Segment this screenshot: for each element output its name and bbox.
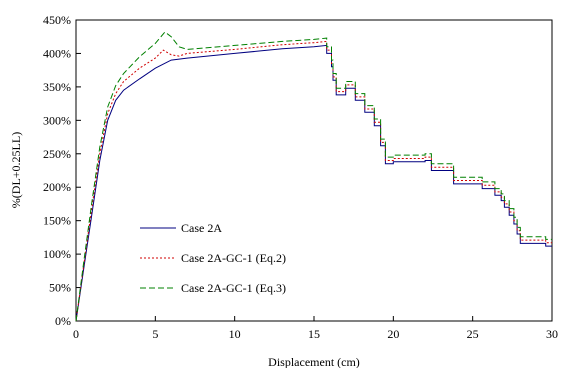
series-line-2: [75, 40, 552, 322]
legend-label-3: Case 2A-GC-1 (Eq.3): [181, 281, 286, 295]
y-tick-label: 450%: [43, 13, 71, 27]
y-tick-label: 400%: [43, 46, 71, 60]
series-line-3: [75, 31, 552, 322]
y-tick-label: 300%: [43, 113, 71, 127]
x-tick-label: 10: [229, 327, 241, 341]
x-axis-label: Displacement (cm): [268, 355, 360, 368]
x-axis-ticks: 0 5 10 15 20 25 30: [73, 316, 558, 341]
y-tick-label: 350%: [43, 80, 71, 94]
x-tick-label: 30: [546, 327, 558, 341]
x-tick-label: 0: [73, 327, 79, 341]
y-tick-label: 50%: [49, 281, 71, 295]
legend: Case 2A Case 2A-GC-1 (Eq.2) Case 2A-GC-1 (…: [140, 221, 286, 295]
y-tick-label: 0%: [55, 314, 71, 328]
x-tick-label: 20: [387, 327, 399, 341]
series-line-1: [75, 44, 552, 322]
x-tick-label: 15: [308, 327, 320, 341]
x-tick-label: 25: [467, 327, 479, 341]
y-axis-label: %(DL+0.25LL): [9, 132, 23, 208]
plot-area: [75, 19, 553, 322]
series-lines: [75, 31, 552, 322]
legend-label-1: Case 2A: [181, 221, 222, 235]
y-axis-ticks: 0% 50% 100% 150% 200% 250% 300% 350% 400% 450%: [43, 13, 81, 328]
x-tick-label: 5: [152, 327, 158, 341]
y-tick-label: 150%: [43, 214, 71, 228]
y-tick-label: 200%: [43, 180, 71, 194]
y-tick-label: 250%: [43, 147, 71, 161]
y-tick-label: 100%: [43, 247, 71, 261]
legend-label-2: Case 2A-GC-1 (Eq.2): [181, 251, 286, 265]
